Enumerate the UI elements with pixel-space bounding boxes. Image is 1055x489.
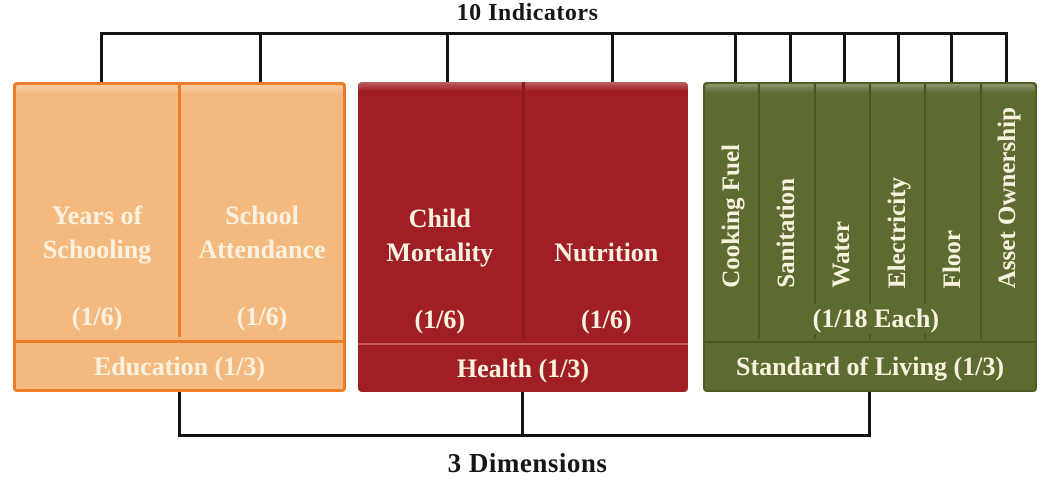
top-bracket-drop [611, 32, 614, 84]
indicator-weight: (1/6) [580, 305, 632, 334]
indicator-weight: (1/6) [71, 302, 123, 331]
indicator-nutrition: Nutrition (1/6) [525, 82, 689, 340]
top-bracket-drop [446, 32, 449, 84]
indicator-floor: Floor [924, 84, 979, 339]
top-bracket-drop [843, 32, 846, 84]
top-bracket-drop [950, 32, 953, 84]
indicator-label: Water [828, 221, 856, 288]
education-dimension-band: Education (1/3) [16, 340, 343, 389]
dimension-health: Child Mortality (1/6) Nutrition (1/6) He… [358, 82, 688, 392]
dimension-standard-of-living: Cooking Fuel Sanitation Water Electricit… [703, 82, 1037, 392]
indicator-electricity: Electricity [868, 84, 924, 339]
indicator-school-attendance: School Attendance (1/6) [181, 85, 343, 337]
indicator-label: Sanitation [772, 178, 800, 288]
standard-of-living-dimension-band: Standard of Living (1/3) [705, 341, 1035, 390]
indicator-label: Electricity [883, 176, 911, 288]
top-bracket-drop [1005, 32, 1008, 84]
indicator-cooking-fuel: Cooking Fuel [705, 84, 758, 339]
indicators-title: 10 Indicators [456, 0, 599, 26]
indicator-years-of-schooling: Years of Schooling (1/6) [16, 85, 181, 337]
indicator-label: Asset Ownership [994, 106, 1022, 288]
indicator-child-mortality: Child Mortality (1/6) [358, 82, 525, 340]
indicator-label: Child Mortality [386, 204, 494, 267]
indicator-label: School Attendance [198, 201, 326, 264]
indicator-weight: (1/6) [414, 305, 466, 334]
health-dimension-band: Health (1/3) [358, 343, 688, 392]
top-bracket-line [100, 32, 1008, 35]
indicator-label: Years of Schooling [42, 201, 152, 264]
indicator-sanitation: Sanitation [758, 84, 813, 339]
top-bracket-drop [259, 32, 262, 84]
indicator-label: Floor [938, 229, 966, 288]
standard-of-living-columns: Cooking Fuel Sanitation Water Electricit… [705, 84, 1035, 339]
bottom-bracket-drop [868, 392, 871, 437]
indicator-asset-ownership: Asset Ownership [979, 84, 1035, 339]
indicator-label: Nutrition [554, 238, 659, 267]
top-bracket-drop [897, 32, 900, 84]
indicator-water: Water [813, 84, 869, 339]
top-bracket-drop [734, 32, 737, 84]
top-bracket-drop [100, 32, 103, 84]
top-bracket-drop [789, 32, 792, 84]
health-cells: Child Mortality (1/6) Nutrition (1/6) [358, 82, 688, 340]
education-cells: Years of Schooling (1/6) School Attendan… [16, 85, 343, 337]
bottom-bracket-drop [178, 392, 181, 437]
bottom-bracket-drop [521, 392, 524, 437]
dimensions-title: 3 Dimensions [447, 448, 608, 478]
indicator-label: Cooking Fuel [717, 144, 745, 288]
standard-of-living-weight-note: (1/18 Each) [802, 304, 950, 334]
bottom-bracket-line [178, 434, 871, 437]
dimension-education: Years of Schooling (1/6) School Attendan… [13, 82, 346, 392]
indicator-weight: (1/6) [236, 302, 288, 331]
